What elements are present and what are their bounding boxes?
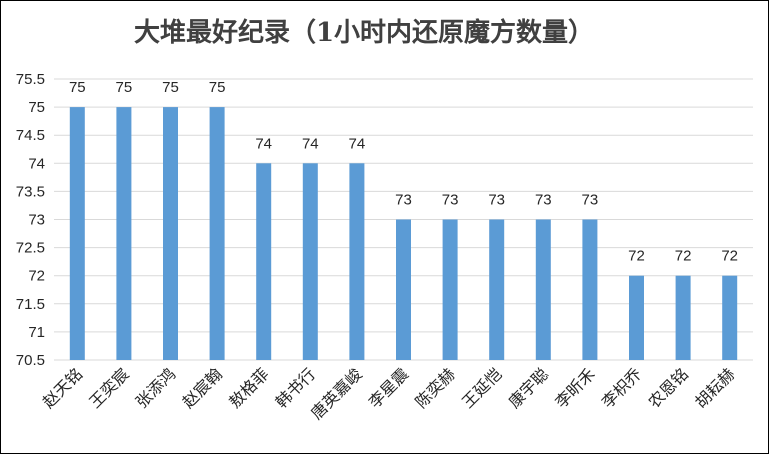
y-tick-label: 73.5 bbox=[16, 183, 45, 200]
y-tick-label: 72 bbox=[28, 268, 45, 285]
data-label: 75 bbox=[162, 79, 179, 96]
x-tick-label: 李昕禾 bbox=[551, 364, 598, 411]
bar bbox=[209, 107, 225, 360]
x-tick-label: 赵天铭 bbox=[39, 364, 86, 411]
data-label: 73 bbox=[442, 192, 459, 209]
data-label: 72 bbox=[721, 248, 738, 265]
bar bbox=[442, 219, 458, 360]
bar bbox=[256, 163, 272, 360]
bar bbox=[163, 107, 178, 360]
chart-title: 大堆最好纪录（1小时内还原魔方数量） bbox=[134, 17, 594, 48]
data-label: 75 bbox=[116, 79, 133, 96]
data-label: 73 bbox=[488, 192, 505, 209]
data-label: 74 bbox=[349, 135, 366, 152]
x-tick-label: 王延恺 bbox=[458, 364, 505, 411]
x-tick-label: 赵宸翰 bbox=[179, 364, 226, 411]
y-tick-label: 75 bbox=[28, 99, 45, 116]
bar bbox=[582, 219, 598, 360]
data-label: 73 bbox=[582, 192, 599, 209]
bar bbox=[302, 163, 318, 360]
y-tick-label: 71 bbox=[28, 324, 45, 341]
bar bbox=[629, 275, 644, 360]
data-label: 73 bbox=[535, 192, 552, 209]
bar bbox=[396, 219, 411, 360]
x-tick-label: 李星震 bbox=[365, 364, 412, 411]
data-label: 73 bbox=[395, 192, 412, 209]
x-tick-label: 陈奕赫 bbox=[412, 364, 459, 411]
y-tick-label: 73 bbox=[28, 212, 45, 229]
y-tick-label: 74 bbox=[28, 155, 45, 172]
data-label: 75 bbox=[69, 79, 86, 96]
data-labels: 75 75 75 75 74 74 74 73 73 73 73 73 72 72 72 bbox=[69, 79, 738, 265]
bar bbox=[69, 107, 85, 360]
x-tick-label: 李枳乔 bbox=[598, 364, 645, 411]
x-tick-label: 敖格菲 bbox=[225, 364, 272, 411]
x-tick-label: 唐英嘉峻 bbox=[307, 364, 366, 423]
bar bbox=[349, 163, 365, 360]
y-tick-label: 75.5 bbox=[16, 71, 45, 88]
bar bbox=[722, 275, 738, 360]
data-label: 75 bbox=[209, 79, 226, 96]
y-axis: 70.5 71 71.5 72 72.5 73 73.5 74 74.5 75 75.5 bbox=[16, 71, 45, 369]
bar bbox=[489, 219, 505, 360]
bar bbox=[116, 107, 132, 360]
bars bbox=[69, 107, 738, 360]
data-label: 72 bbox=[628, 248, 645, 265]
data-label: 74 bbox=[302, 135, 319, 152]
x-tick-label: 胡耘赫 bbox=[691, 364, 738, 411]
x-tick-label: 王奕宸 bbox=[85, 364, 132, 411]
y-tick-label: 70.5 bbox=[16, 352, 45, 369]
y-tick-label: 74.5 bbox=[16, 127, 45, 144]
y-tick-label: 72.5 bbox=[16, 240, 45, 257]
bar bbox=[535, 219, 551, 360]
data-label: 74 bbox=[255, 135, 272, 152]
x-tick-label: 张添鸿 bbox=[132, 364, 179, 411]
data-label: 72 bbox=[675, 248, 692, 265]
x-tick-label: 农恩铭 bbox=[645, 364, 692, 411]
y-tick-label: 71.5 bbox=[16, 296, 45, 313]
bar bbox=[675, 275, 691, 360]
x-tick-label: 康宇聪 bbox=[505, 364, 552, 411]
